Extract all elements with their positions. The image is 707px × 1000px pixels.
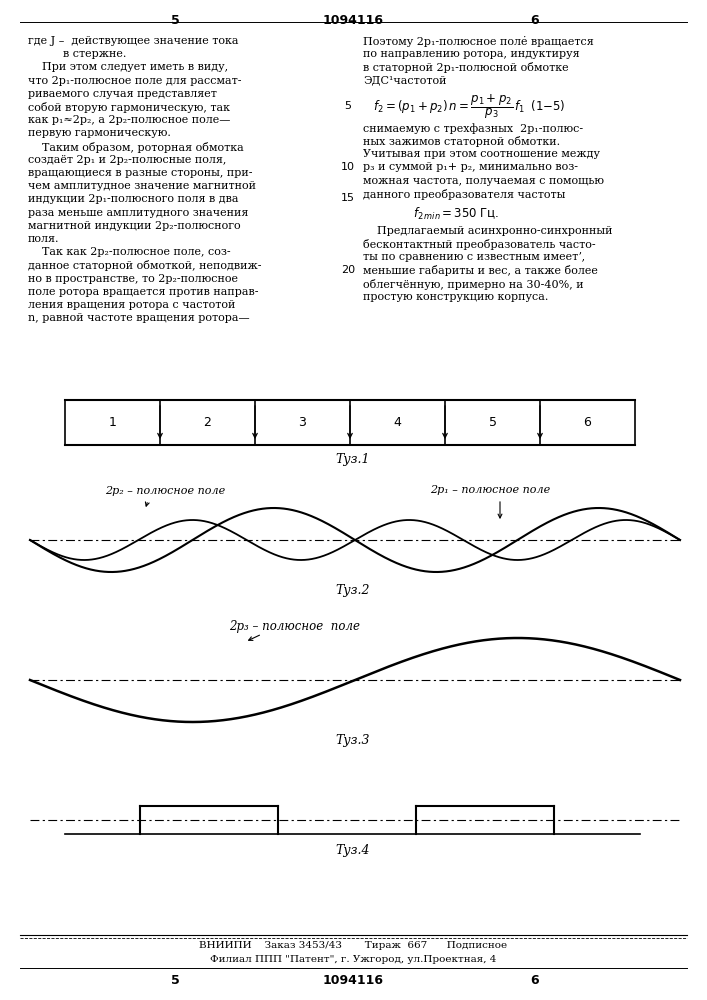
Text: простую конструкцию корпуса.: простую конструкцию корпуса.: [363, 292, 549, 302]
Text: можная частота, получаемая с помощью: можная частота, получаемая с помощью: [363, 176, 604, 186]
Text: данного преобразователя частоты: данного преобразователя частоты: [363, 189, 566, 200]
Text: Таким образом, роторная обмотка: Таким образом, роторная обмотка: [28, 142, 244, 153]
Text: 5: 5: [170, 974, 180, 987]
Text: 2p₃ – полюсное  поле: 2p₃ – полюсное поле: [230, 620, 361, 633]
Text: p₃ и суммой p₁+ p₂, минимально воз-: p₃ и суммой p₁+ p₂, минимально воз-: [363, 162, 578, 172]
Text: индукции 2p₁-полюсного поля в два: индукции 2p₁-полюсного поля в два: [28, 194, 238, 204]
Text: создаёт 2p₁ и 2p₂-полюсные поля,: создаёт 2p₁ и 2p₂-полюсные поля,: [28, 155, 226, 165]
Text: поля.: поля.: [28, 234, 59, 244]
Text: 5: 5: [489, 416, 496, 429]
Text: риваемого случая представляет: риваемого случая представляет: [28, 89, 217, 99]
Text: поле ротора вращается против направ-: поле ротора вращается против направ-: [28, 287, 259, 297]
Text: $f_2 = (p_1 + p_2)\,n = \dfrac{p_1+p_2}{p_3}\,f_1\;\;(1{-}5)$: $f_2 = (p_1 + p_2)\,n = \dfrac{p_1+p_2}{…: [373, 93, 566, 121]
Text: Τуз.1: Τуз.1: [336, 453, 370, 466]
Text: 10: 10: [341, 162, 355, 172]
Text: 1094116: 1094116: [322, 14, 383, 27]
Text: в статорной 2p₁-полюсной обмотке: в статорной 2p₁-полюсной обмотке: [363, 62, 568, 73]
Text: но в пространстве, то 2p₂-полюсное: но в пространстве, то 2p₂-полюсное: [28, 274, 238, 284]
Text: меньшие габариты и вес, а также более: меньшие габариты и вес, а также более: [363, 265, 598, 276]
Text: данное статорной обмоткой, неподвиж-: данное статорной обмоткой, неподвиж-: [28, 260, 262, 271]
Text: При этом следует иметь в виду,: При этом следует иметь в виду,: [28, 62, 228, 72]
Text: 5: 5: [170, 14, 180, 27]
Text: Учитывая при этом соотношение между: Учитывая при этом соотношение между: [363, 149, 600, 159]
Text: Τуз.2: Τуз.2: [336, 584, 370, 597]
Text: Предлагаемый асинхронно-синхронный: Предлагаемый асинхронно-синхронный: [363, 226, 612, 236]
Text: Τуз.3: Τуз.3: [336, 734, 370, 747]
Text: 3: 3: [298, 416, 306, 429]
Text: ты по сравнению с известным имеетʼ,: ты по сравнению с известным имеетʼ,: [363, 252, 585, 262]
Text: ВНИИПИ    Заказ 3453/43       Тираж  667      Подписное: ВНИИПИ Заказ 3453/43 Тираж 667 Подписное: [199, 941, 507, 950]
Text: ных зажимов статорной обмотки.: ных зажимов статорной обмотки.: [363, 136, 560, 147]
Text: 2p₁ – полюсное поле: 2p₁ – полюсное поле: [430, 485, 550, 495]
Text: $f_{2\,min} = 350\;$Гц.: $f_{2\,min} = 350\;$Гц.: [413, 206, 499, 222]
Text: чем амплитудное значение магнитной: чем амплитудное значение магнитной: [28, 181, 256, 191]
Text: бесконтактный преобразователь часто-: бесконтактный преобразователь часто-: [363, 239, 595, 250]
Text: вращающиеся в разные стороны, при-: вращающиеся в разные стороны, при-: [28, 168, 252, 178]
Text: 1: 1: [109, 416, 117, 429]
Text: где J –  действующее значение тока: где J – действующее значение тока: [28, 36, 238, 46]
Text: Так как 2p₂-полюсное поле, соз-: Так как 2p₂-полюсное поле, соз-: [28, 247, 230, 257]
Text: 5: 5: [344, 101, 351, 111]
Text: 6: 6: [531, 974, 539, 987]
Text: собой вторую гармоническую, так: собой вторую гармоническую, так: [28, 102, 230, 113]
Text: что 2p₁-полюсное поле для рассмат-: что 2p₁-полюсное поле для рассмат-: [28, 76, 242, 86]
Text: снимаемую с трехфазных  2p₁-полюс-: снимаемую с трехфазных 2p₁-полюс-: [363, 123, 583, 134]
Text: 2p₂ – полюсное поле: 2p₂ – полюсное поле: [105, 486, 225, 496]
Text: раза меньше амплитудного значения: раза меньше амплитудного значения: [28, 208, 248, 218]
Text: 6: 6: [531, 14, 539, 27]
Text: Филиал ППП "Патент", г. Ужгород, ул.Проектная, 4: Филиал ППП "Патент", г. Ужгород, ул.Прое…: [210, 955, 496, 964]
Text: Τуз.4: Τуз.4: [336, 844, 370, 857]
Text: ЭДС¹частотой: ЭДС¹частотой: [363, 76, 447, 86]
Text: Поэтому 2p₁-полюсное поле̇ вращается: Поэтому 2p₁-полюсное поле̇ вращается: [363, 36, 594, 47]
Text: 15: 15: [341, 193, 355, 203]
Text: 4: 4: [394, 416, 402, 429]
Text: как p₁≈2p₂, а 2p₂-полюсное поле—: как p₁≈2p₂, а 2p₂-полюсное поле—: [28, 115, 230, 125]
Text: 1094116: 1094116: [322, 974, 383, 987]
Text: 20: 20: [341, 265, 355, 275]
Text: первую гармоническую.: первую гармоническую.: [28, 128, 171, 138]
Text: в стержне.: в стержне.: [28, 49, 127, 59]
Text: ления вращения ротора с частотой: ления вращения ротора с частотой: [28, 300, 235, 310]
Text: n, равной частоте вращения ротора—: n, равной частоте вращения ротора—: [28, 313, 250, 323]
Text: 2: 2: [204, 416, 211, 429]
Text: магнитной индукции 2p₂-полюсного: магнитной индукции 2p₂-полюсного: [28, 221, 240, 231]
Text: 6: 6: [583, 416, 592, 429]
Text: облегчённую, примерно на 30-40%, и: облегчённую, примерно на 30-40%, и: [363, 279, 583, 290]
Text: по направлению ротора, индуктируя: по направлению ротора, индуктируя: [363, 49, 580, 59]
